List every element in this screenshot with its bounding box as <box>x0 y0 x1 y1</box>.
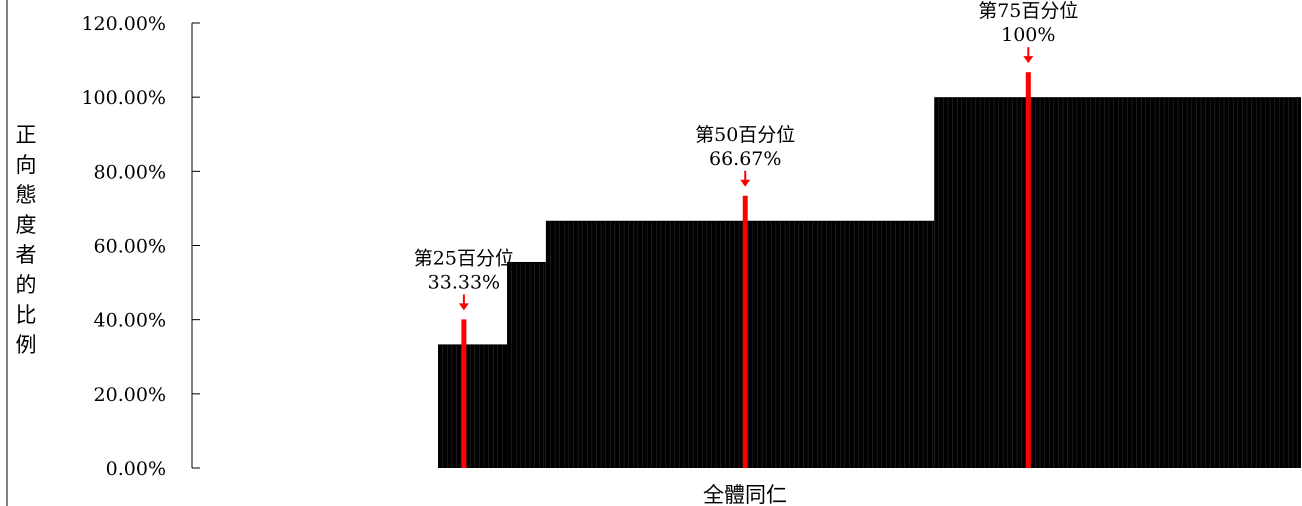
y-tick-label: 80.00% <box>94 161 166 183</box>
percentile-marker-line <box>1025 72 1031 469</box>
y-tick-label: 20.00% <box>94 384 166 406</box>
percentile-arrow-head <box>740 179 751 187</box>
bar-segment <box>507 261 546 468</box>
y-axis: 0.00% 20.00% 40.00% 60.00% 80.00% 100.00% 120.… <box>81 13 200 480</box>
percentile-arrow-head <box>458 303 469 311</box>
y-tick-label: 120.00% <box>81 13 166 35</box>
y-tick-label: 100.00% <box>81 87 166 109</box>
y-axis-title: 正向態度者的比例 <box>16 123 37 357</box>
percentile-label: 第75百分位 <box>978 0 1078 22</box>
x-axis-title: 全體同仁 <box>703 483 787 506</box>
y-tick-label: 40.00% <box>94 310 166 332</box>
y-tick-label: 60.00% <box>94 236 166 258</box>
bars <box>438 97 1301 469</box>
percentile-arrow-head <box>1023 56 1034 64</box>
bar-segment <box>438 344 508 468</box>
percentile-value-label: 66.67% <box>709 148 781 170</box>
percentile-marker-line <box>461 319 467 468</box>
percentile-value-label: 33.33% <box>428 271 500 293</box>
bar-segment <box>934 97 1301 469</box>
bar-segment <box>545 220 935 468</box>
percentile-label: 第25百分位 <box>414 247 514 269</box>
percentile-value-label: 100% <box>1001 24 1055 46</box>
percentile-marker-line <box>742 195 748 468</box>
percentile-label: 第50百分位 <box>695 124 795 146</box>
y-tick-label: 0.00% <box>106 458 166 480</box>
